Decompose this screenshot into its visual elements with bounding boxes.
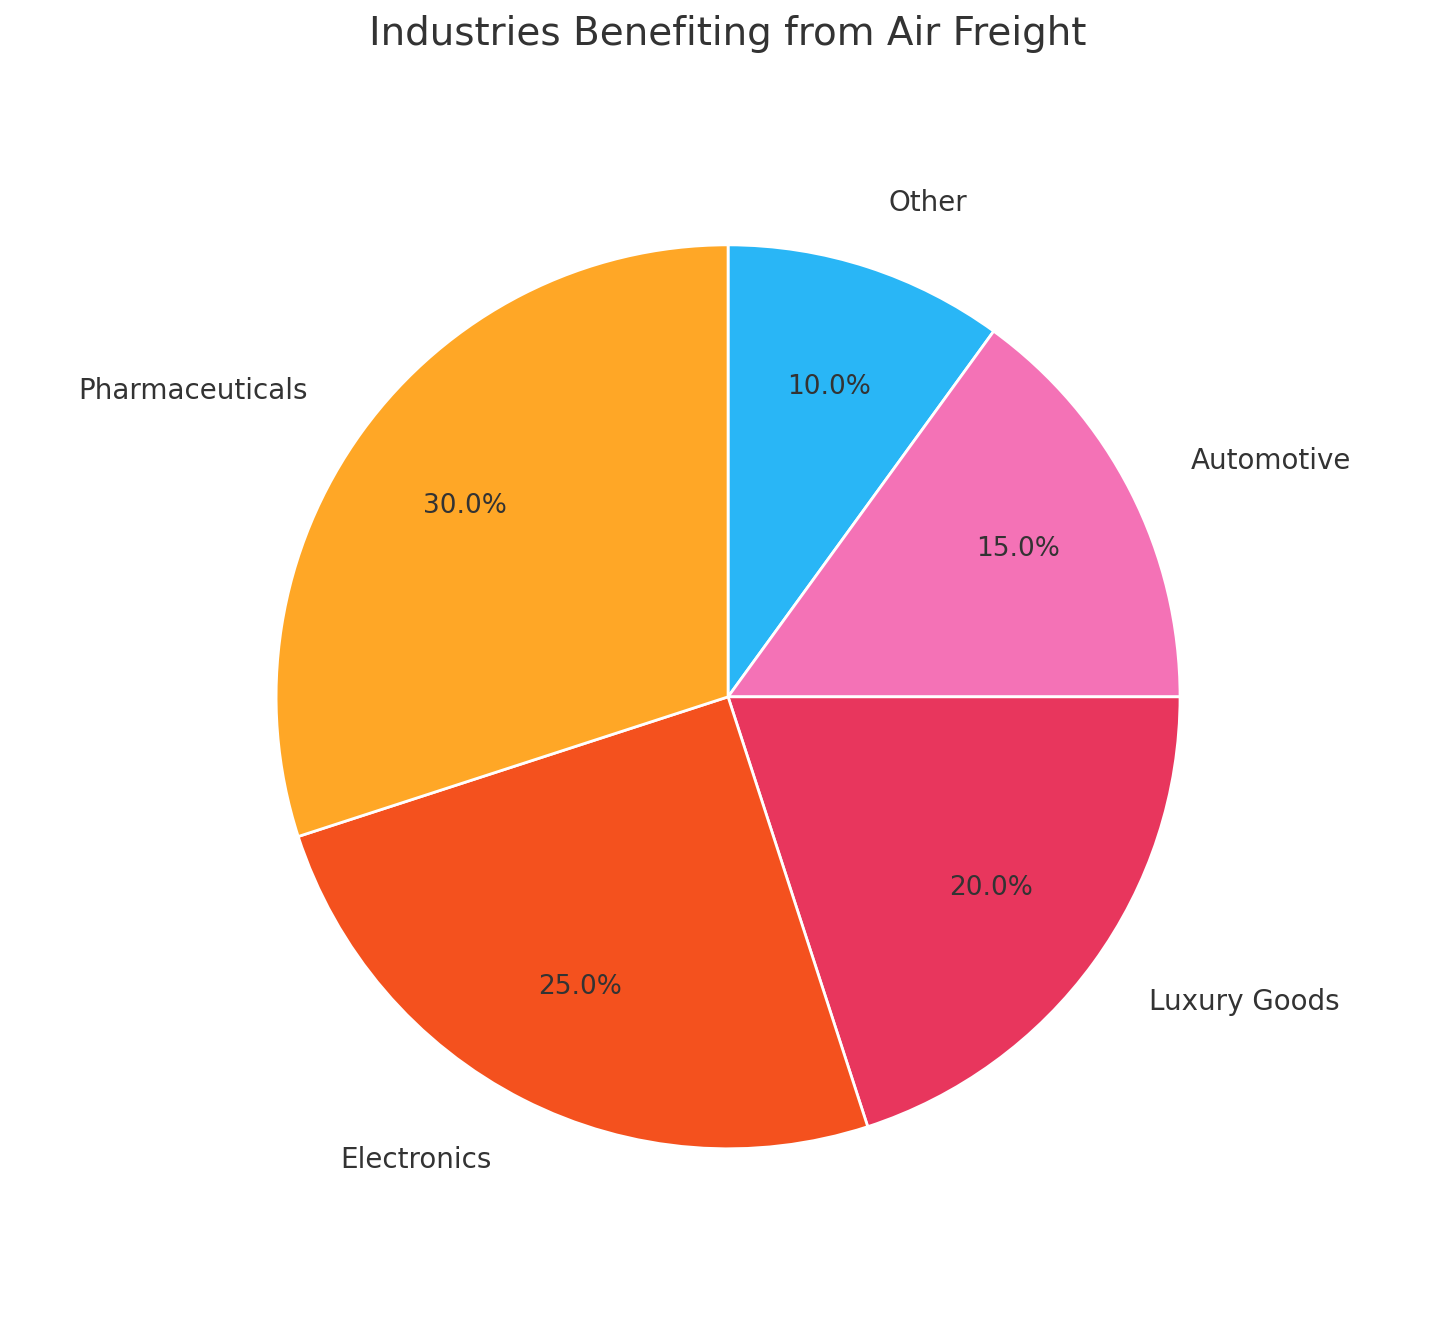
Wedge shape (728, 332, 1180, 697)
Text: 25.0%: 25.0% (538, 974, 622, 999)
Text: Electronics: Electronics (340, 1146, 492, 1174)
Wedge shape (276, 245, 728, 837)
Text: 30.0%: 30.0% (423, 493, 506, 518)
Wedge shape (728, 697, 1180, 1126)
Text: 15.0%: 15.0% (977, 537, 1060, 562)
Wedge shape (299, 697, 868, 1149)
Text: 10.0%: 10.0% (787, 374, 871, 401)
Text: 20.0%: 20.0% (950, 875, 1034, 902)
Text: Luxury Goods: Luxury Goods (1148, 989, 1340, 1017)
Title: Industries Benefiting from Air Freight: Industries Benefiting from Air Freight (369, 15, 1087, 53)
Text: Other: Other (888, 189, 968, 217)
Text: Pharmaceuticals: Pharmaceuticals (79, 377, 307, 406)
Wedge shape (728, 245, 994, 697)
Text: Automotive: Automotive (1191, 447, 1351, 475)
